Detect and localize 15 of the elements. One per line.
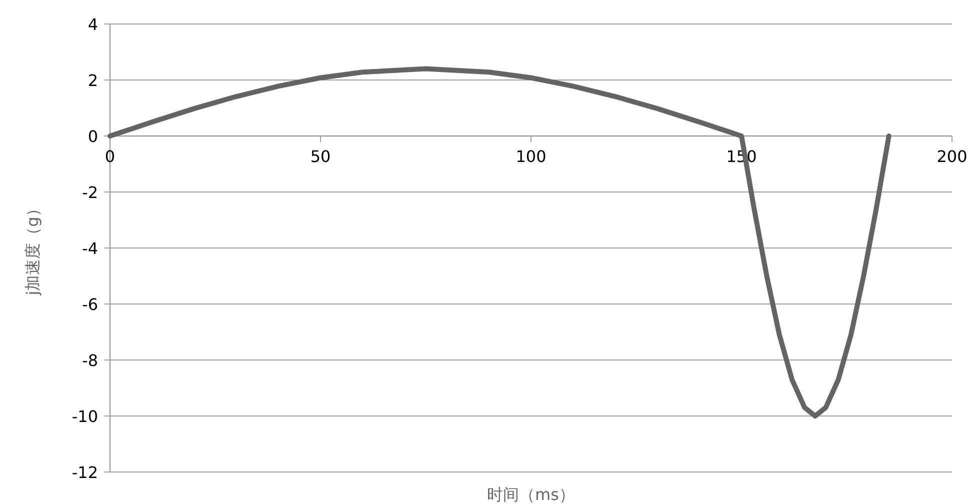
x-tick-label: 200 — [936, 147, 968, 166]
y-tick-label: 2 — [88, 71, 98, 90]
x-tick-label: 100 — [516, 147, 546, 166]
y-tick-label: -4 — [82, 239, 98, 258]
y-tick-label: 4 — [88, 15, 98, 34]
y-tick-label: -8 — [82, 351, 98, 370]
y-tick-label: -10 — [72, 407, 98, 426]
y-tick-label: 0 — [88, 127, 98, 146]
x-axis-title: 时间（ms） — [487, 485, 575, 504]
x-tick-label: 50 — [310, 147, 331, 166]
y-tick-label: -12 — [72, 463, 98, 482]
y-tick-label: -6 — [82, 295, 98, 314]
y-axis-title: j加速度（g） — [23, 200, 42, 296]
y-tick-label: -2 — [82, 183, 98, 202]
x-tick-label: 0 — [104, 147, 116, 166]
